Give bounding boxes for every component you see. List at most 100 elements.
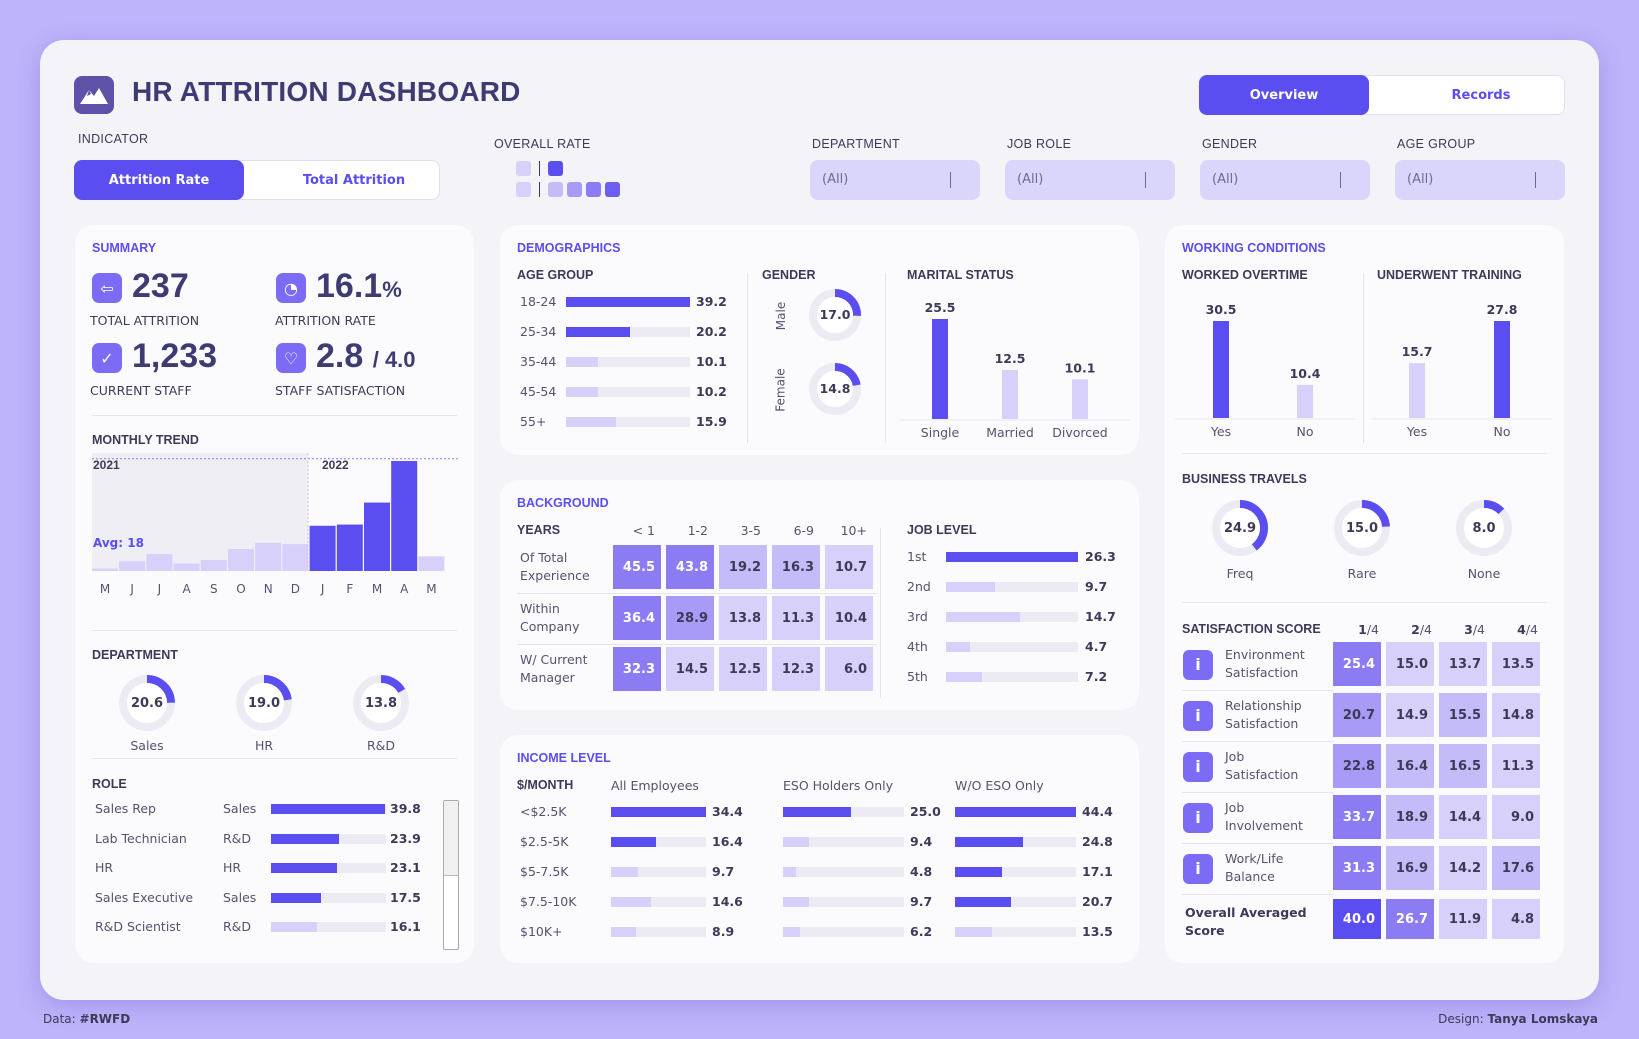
attrition-rate-button[interactable]: Attrition Rate	[74, 160, 244, 200]
marital-bar	[1002, 369, 1018, 419]
satisfaction-cell: 16.4	[1386, 744, 1434, 788]
info-icon[interactable]: i	[1183, 650, 1213, 680]
trend-bar	[309, 525, 336, 571]
satisfaction-cell: 16.5	[1439, 744, 1487, 788]
department-donut-arc	[353, 675, 409, 731]
age-bar	[566, 357, 598, 367]
travel-value: 24.9	[1223, 521, 1257, 536]
age-group-filter[interactable]: (All)	[1395, 160, 1565, 200]
role-name: Sales Executive	[95, 889, 194, 905]
summary-title: SUMMARY	[92, 241, 157, 255]
info-icon[interactable]: i	[1183, 803, 1213, 833]
pie-chart-icon: ◔	[276, 273, 306, 303]
current-staff-value: 1,233	[132, 337, 218, 375]
background-row-label: Manager	[520, 670, 575, 685]
department-filter[interactable]: (All)	[810, 160, 980, 200]
marital-value: 12.5	[995, 351, 1026, 366]
background-col-label: 3-5	[740, 523, 761, 538]
satisfaction-cell: 13.5	[1492, 642, 1540, 686]
total-attrition-button[interactable]: Total Attrition	[302, 172, 406, 188]
gender-filter[interactable]: (All)	[1200, 160, 1370, 200]
job-level-track	[946, 582, 1078, 592]
gender-donut-arc	[809, 289, 861, 341]
satisfaction-cell: 11.3	[1492, 744, 1540, 788]
income-track	[955, 897, 1076, 907]
age-group-filter-label: AGE GROUP	[1397, 137, 1476, 151]
income-col-woeso: W/O ESO Only	[955, 778, 1044, 793]
age-label: 35-44	[520, 354, 557, 369]
income-track	[783, 927, 904, 937]
trend-month-label: M	[372, 582, 382, 596]
income-value: 4.8	[910, 864, 933, 879]
gender-value: 17.0	[819, 307, 851, 322]
design-credit: Design: Tanya Lomskaya	[1438, 1012, 1598, 1026]
role-bar	[271, 833, 340, 844]
tab-records[interactable]: Records	[1451, 87, 1511, 103]
background-col-label: < 1	[632, 523, 655, 538]
trend-month-label: J	[157, 582, 162, 596]
age-label: 45-54	[520, 384, 557, 399]
income-track	[955, 927, 1076, 937]
satisfaction-row-label: Job	[1225, 749, 1245, 764]
info-icon[interactable]: i	[1183, 701, 1213, 731]
role-value: 17.5	[390, 889, 421, 905]
total-attrition-label: TOTAL ATTRITION	[90, 313, 200, 328]
travel-donut-arc	[1456, 500, 1512, 556]
income-bar	[955, 927, 992, 937]
department-name: Sales	[130, 738, 164, 753]
tab-overview[interactable]: Overview	[1199, 75, 1369, 115]
satisfaction-cell: 31.3	[1333, 846, 1381, 890]
age-value: 20.2	[696, 324, 727, 339]
satisfaction-cell: 13.7	[1439, 642, 1487, 686]
age-track	[566, 387, 690, 397]
role-name: R&D Scientist	[95, 919, 181, 934]
income-bar	[955, 867, 1002, 877]
gender-donut	[809, 289, 861, 341]
department-filter-label: DEPARTMENT	[812, 137, 900, 151]
background-cell: 10.7	[825, 545, 873, 589]
trend-month-label: M	[100, 582, 110, 596]
background-cell: 12.5	[719, 647, 767, 691]
role-dept: Sales	[223, 801, 257, 816]
monthly-trend-title: MONTHLY TREND	[92, 433, 199, 447]
age-label: 55+	[520, 414, 547, 429]
page-title: HR ATTRITION DASHBOARD	[132, 76, 521, 107]
training-bar	[1409, 363, 1425, 418]
age-bar	[566, 297, 690, 307]
satisfaction-row-label: Involvement	[1225, 818, 1303, 833]
satisfaction-cell: 9.0	[1492, 795, 1540, 839]
divider	[517, 593, 877, 594]
trend-bar	[92, 568, 118, 571]
income-row-label: $7.5-10K	[520, 894, 577, 909]
role-bar	[271, 922, 318, 932]
marital-label: Married	[986, 425, 1034, 440]
age-value: 39.2	[696, 294, 727, 309]
travel-donut	[1334, 500, 1390, 556]
satisfaction-cell: 4.8	[1492, 899, 1540, 939]
income-track	[955, 867, 1076, 877]
marital-bar	[932, 319, 948, 419]
info-icon[interactable]: i	[1183, 752, 1213, 782]
marital-bar	[1072, 379, 1088, 419]
gender-title: GENDER	[762, 268, 816, 282]
staff-satisfaction-unit: / 4.0	[372, 347, 416, 372]
job-role-filter[interactable]: (All)	[1005, 160, 1175, 200]
income-bar	[955, 837, 1023, 847]
background-row-label: Of Total	[520, 550, 568, 565]
indicator-toggle: Attrition Rate Total Attrition	[74, 160, 440, 200]
income-title: INCOME LEVEL	[517, 751, 611, 765]
trend-month-label: S	[210, 582, 218, 596]
background-cell: 36.4	[613, 596, 661, 640]
role-scrollbar[interactable]	[443, 800, 459, 950]
business-travels-title: BUSINESS TRAVELS	[1182, 472, 1307, 486]
working-conditions-card: WORKING CONDITIONS WORKED OVERTIME 30.5 Y…	[1165, 225, 1564, 963]
income-row-label: <$2.5K	[520, 804, 567, 819]
department-donuts: 20.6 Sales 19.0 HR 13.8 R&D	[75, 670, 474, 753]
info-icon[interactable]: i	[1183, 854, 1213, 884]
job-level-label: 5th	[907, 669, 928, 684]
role-bar	[271, 804, 385, 814]
demographics-card: DEMOGRAPHICS AGE GROUP 18-24 39.2 25-34 20.…	[500, 225, 1139, 455]
satisfaction-cell: 40.0	[1333, 899, 1381, 939]
role-bar	[271, 863, 338, 873]
